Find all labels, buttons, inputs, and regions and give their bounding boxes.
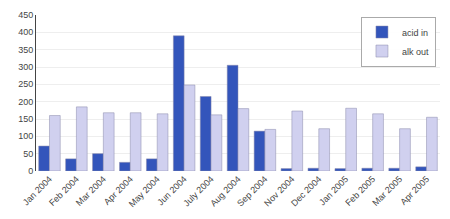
svg-text:July 2004: July 2004: [181, 174, 215, 208]
svg-text:Jun 2004: Jun 2004: [155, 174, 188, 207]
svg-text:Feb 2005: Feb 2005: [343, 174, 377, 208]
svg-text:200: 200: [18, 97, 33, 107]
svg-text:alk out: alk out: [402, 47, 429, 57]
svg-text:Feb 2004: Feb 2004: [47, 174, 81, 208]
svg-text:400: 400: [18, 27, 33, 37]
svg-text:150: 150: [18, 114, 33, 124]
svg-text:Jan 2004: Jan 2004: [21, 174, 54, 207]
svg-text:Nov 2004: Nov 2004: [262, 174, 296, 208]
svg-text:450: 450: [18, 10, 33, 20]
svg-text:Dec 2004: Dec 2004: [289, 174, 323, 208]
svg-text:100: 100: [18, 131, 33, 141]
svg-text:May 2004: May 2004: [127, 174, 162, 209]
svg-text:acid in: acid in: [402, 28, 428, 38]
svg-text:300: 300: [18, 62, 33, 72]
svg-text:50: 50: [23, 149, 33, 159]
svg-text:350: 350: [18, 45, 33, 55]
svg-text:Apr 2004: Apr 2004: [102, 174, 135, 207]
svg-text:0: 0: [28, 166, 33, 176]
svg-text:Mar 2005: Mar 2005: [370, 174, 404, 208]
svg-text:Mar 2004: Mar 2004: [74, 174, 108, 208]
svg-text:Sep 2004: Sep 2004: [235, 174, 269, 208]
svg-text:250: 250: [18, 79, 33, 89]
svg-text:Apr 2005: Apr 2005: [398, 174, 431, 207]
svg-text:Jan 2005: Jan 2005: [317, 174, 350, 207]
svg-text:Aug 2004: Aug 2004: [208, 174, 242, 208]
